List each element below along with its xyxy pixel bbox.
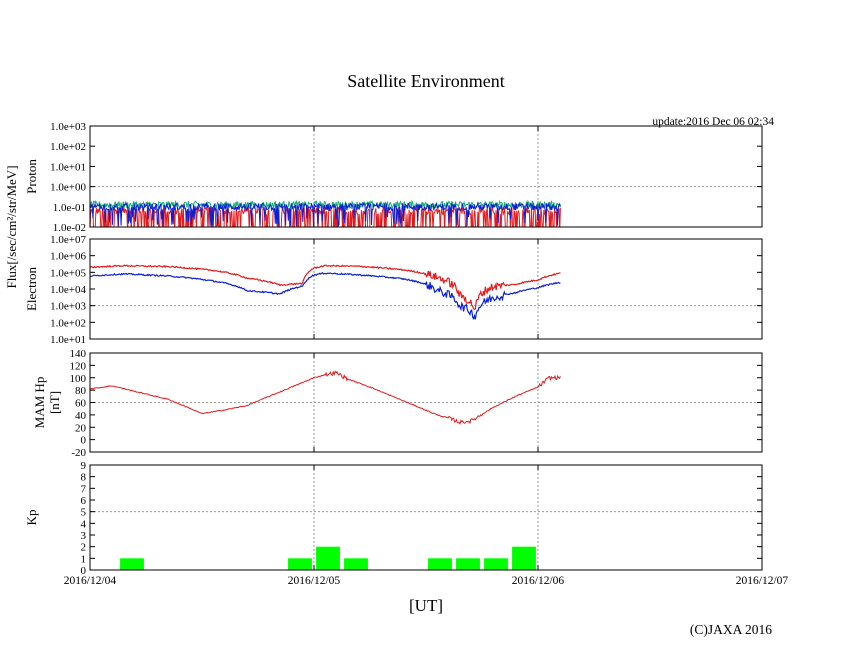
y-tick-label: 6 (81, 495, 87, 507)
panel-ylabel: Kp (24, 510, 39, 526)
y-tick-label: 1.0e+01 (50, 334, 86, 346)
y-tick-label: 1.0e+04 (50, 284, 86, 296)
y-tick-label: 4 (81, 518, 87, 530)
update-timestamp: update:2016 Dec 06 02:34 (652, 116, 774, 128)
panel-ylabel: MAM Hp (32, 377, 47, 429)
series-proton-channel-3 (90, 201, 561, 227)
y-tick-label: 7 (81, 483, 87, 495)
panel-frame (89, 238, 763, 340)
flux-axis-label: Flux[/sec/cm²/str/MeV] (4, 165, 19, 288)
y-tick-label: 1.0e+01 (50, 161, 86, 173)
kp-bar (120, 558, 144, 570)
y-tick-label: 40 (75, 410, 87, 422)
y-tick-label: -20 (71, 447, 86, 459)
panel-data (90, 370, 561, 425)
panel-data (90, 199, 561, 227)
y-tick-label: 1.0e-01 (53, 202, 86, 214)
series-proton-channel-2 (90, 199, 561, 210)
panel-ylabel-unit: [nT] (47, 391, 62, 414)
y-tick-label: 8 (81, 472, 87, 484)
y-tick-label: 5 (81, 507, 87, 519)
y-tick-label: 20 (75, 422, 87, 434)
kp-bar (316, 546, 340, 570)
y-tick-label: 140 (70, 348, 87, 360)
x-axis-label: [UT] (409, 596, 443, 615)
y-tick-label: 2 (81, 542, 87, 554)
panel-electron: 1.0e+01 1.0e+02 1.0e+03 1.0e+04 1.0e+05 1.0e+… (24, 234, 763, 346)
y-tick-label: 0 (81, 435, 87, 447)
y-tick-label: 100 (70, 373, 87, 385)
chart-panels: 1.0e-021.0e-011.0e+001.0e+011.0e+021.0e+… (24, 121, 788, 587)
y-tick-label: 0 (81, 565, 87, 577)
kp-bar (484, 558, 508, 570)
panel-ylabel: Electron (24, 266, 39, 311)
y-tick-label: 1.0e+00 (50, 182, 86, 194)
y-tick-label: 1.0e+06 (50, 251, 86, 263)
series-Hp (90, 370, 561, 425)
y-tick-label: 80 (75, 385, 87, 397)
copyright-note: (C)JAXA 2016 (690, 622, 772, 637)
y-tick-label: 1.0e-02 (53, 222, 86, 234)
y-tick-label: 60 (75, 398, 87, 410)
panel-frame (89, 352, 763, 453)
kp-bar (344, 558, 368, 570)
kp-bar (288, 558, 312, 570)
panel-ylabel: Proton (24, 159, 39, 194)
panel-proton: 1.0e-02 1.0e-01 1.0e+00 1.0e+01 1.0e+02 1.0e+… (24, 121, 763, 234)
x-tick-label: 2016/12/07 (736, 575, 789, 587)
kp-bar (428, 558, 452, 570)
y-tick-label: 1.0e+03 (50, 301, 86, 313)
kp-bar (456, 558, 480, 570)
panel-data (90, 264, 561, 321)
y-tick-label: 1.0e+02 (50, 317, 86, 329)
series-electron-low (90, 272, 561, 321)
panel-frame (89, 125, 763, 228)
series-electron-high (90, 264, 561, 311)
y-tick-label: 3 (81, 530, 87, 542)
kp-bar (512, 546, 536, 570)
chart-title: Satellite Environment (347, 71, 504, 91)
x-tick-label: 2016/12/05 (288, 575, 341, 587)
y-tick-label: 120 (70, 360, 87, 372)
x-tick-label: 2016/12/04 (64, 575, 117, 587)
y-tick-label: 1.0e+02 (50, 141, 86, 153)
x-tick-label: 2016/12/06 (512, 575, 565, 587)
panel-frame (89, 464, 763, 571)
y-tick-label: 1.0e+03 (50, 121, 86, 133)
y-tick-label: 1.0e+05 (50, 267, 86, 279)
y-tick-label: 1 (81, 553, 87, 565)
y-tick-label: 9 (81, 460, 87, 472)
panel-data (120, 546, 536, 570)
y-tick-label: 1.0e+07 (50, 234, 86, 246)
